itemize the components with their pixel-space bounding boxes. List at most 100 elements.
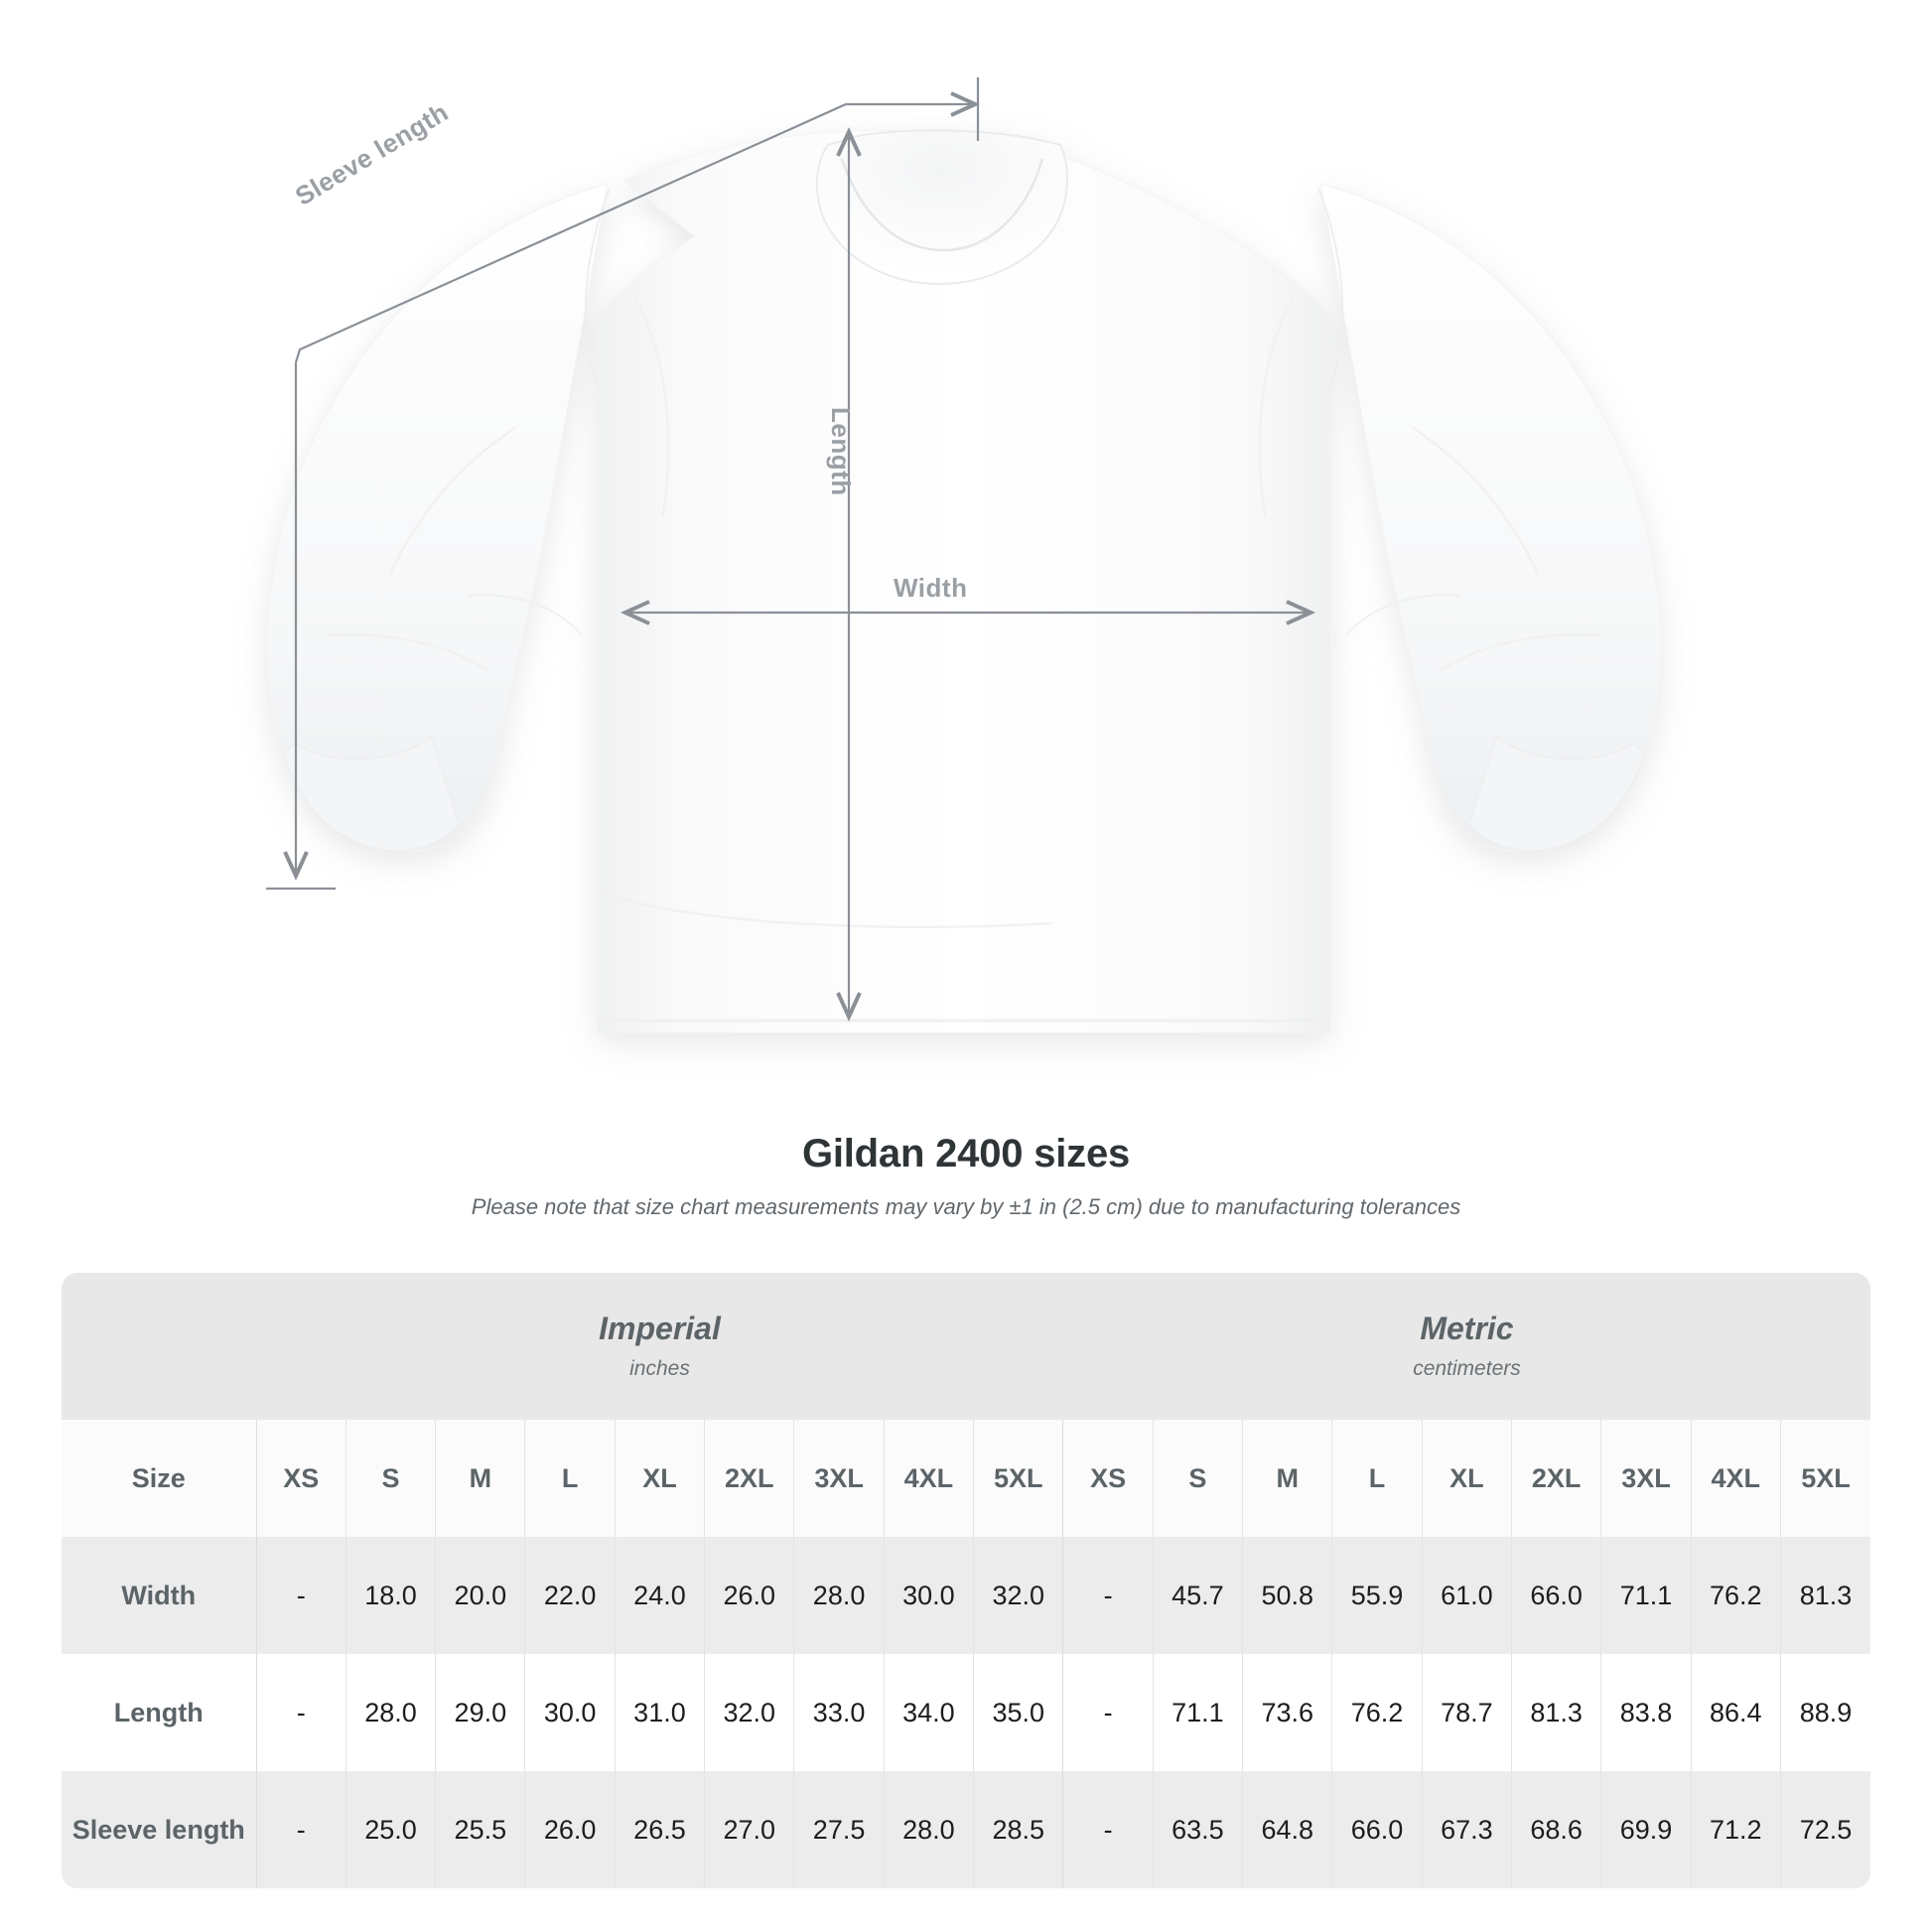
unit-subtitle: centimeters [1413, 1356, 1521, 1380]
garment-shape [266, 129, 1662, 1034]
size-header-metric-m: M [1242, 1420, 1332, 1537]
size-header-row: Size XS S M L XL 2XL 3XL 4XL 5XL XS S M L XL 2XL 3XL 4XL 5… [62, 1420, 1870, 1537]
collar [816, 129, 1068, 286]
cell-length-imperial-xl: 31.0 [614, 1654, 705, 1771]
table-row: Sleeve length -25.0 25.5 26.0 26.5 27.0 27.5 28… [62, 1771, 1870, 1888]
size-header-metric-s: S [1152, 1420, 1243, 1537]
garment-svg [266, 77, 1662, 1034]
cell-width-metric-3xl: 71.1 [1600, 1537, 1692, 1654]
cell-length-metric-m: 73.6 [1242, 1654, 1332, 1771]
cell-length-metric-xs: - [1062, 1654, 1154, 1771]
cell-sleeve-length-metric-5xl: 72.5 [1779, 1771, 1870, 1888]
cell-width-imperial-4xl: 30.0 [883, 1537, 974, 1654]
cell-length-metric-xl: 78.7 [1421, 1654, 1512, 1771]
left-sleeve [266, 183, 609, 853]
collar-inner [840, 158, 1044, 252]
cell-length-imperial-3xl: 33.0 [793, 1654, 885, 1771]
cell-width-imperial-xs: - [255, 1537, 346, 1654]
cell-width-metric-2xl: 66.0 [1511, 1537, 1601, 1654]
cell-length-imperial-5xl: 35.0 [973, 1654, 1063, 1771]
cell-width-metric-xl: 61.0 [1421, 1537, 1512, 1654]
unit-name: Metric [1420, 1311, 1514, 1347]
unit-row-corner [62, 1273, 257, 1420]
cell-sleeve-length-imperial-xs: - [255, 1771, 346, 1888]
cell-sleeve-length-imperial-s: 25.0 [345, 1771, 436, 1888]
size-header-imperial-xs: XS [255, 1420, 346, 1537]
cell-width-metric-xs: - [1062, 1537, 1154, 1654]
page-subtitle: Please note that size chart measurements… [471, 1194, 1461, 1219]
cell-width-metric-s: 45.7 [1152, 1537, 1243, 1654]
size-header-imperial-xl: XL [614, 1420, 705, 1537]
cell-sleeve-length-imperial-5xl: 28.5 [973, 1771, 1063, 1888]
size-header-imperial-l: L [524, 1420, 616, 1537]
unit-subtitle: inches [629, 1356, 690, 1380]
right-cuff [1468, 735, 1645, 852]
cell-width-imperial-l: 22.0 [524, 1537, 616, 1654]
cell-length-metric-s: 71.1 [1152, 1654, 1243, 1771]
size-header-metric-l: L [1331, 1420, 1423, 1537]
unit-header-cell-metric: Metric centimeters [1062, 1273, 1870, 1420]
cell-width-metric-4xl: 76.2 [1690, 1537, 1781, 1654]
cell-sleeve-length-imperial-4xl: 28.0 [883, 1771, 974, 1888]
garment-illustration: Sleeve length Length Width [266, 77, 1662, 1034]
cell-sleeve-length-imperial-l: 26.0 [524, 1771, 616, 1888]
page-title: Gildan 2400 sizes [801, 1132, 1131, 1175]
cell-length-metric-2xl: 81.3 [1511, 1654, 1601, 1771]
unit-name: Imperial [599, 1311, 721, 1347]
dimension-lines [266, 77, 1309, 1015]
cell-sleeve-length-imperial-2xl: 27.0 [704, 1771, 794, 1888]
cell-length-metric-4xl: 86.4 [1690, 1654, 1781, 1771]
row-header-sleeve-length: Sleeve length [62, 1771, 257, 1888]
size-label-cell: Size [62, 1420, 257, 1537]
row-header-width: Width [62, 1537, 257, 1654]
cell-width-metric-m: 50.8 [1242, 1537, 1332, 1654]
size-header-metric-2xl: 2XL [1511, 1420, 1601, 1537]
row-header-length: Length [62, 1654, 257, 1771]
size-header-metric-xs: XS [1062, 1420, 1154, 1537]
cell-sleeve-length-imperial-m: 25.5 [435, 1771, 525, 1888]
cell-sleeve-length-metric-m: 64.8 [1242, 1771, 1332, 1888]
cell-sleeve-length-metric-4xl: 71.2 [1690, 1771, 1781, 1888]
size-header-imperial-m: M [435, 1420, 525, 1537]
cell-sleeve-length-imperial-3xl: 27.5 [793, 1771, 885, 1888]
size-chart-table-wrap: Imperial inches Metric centimeters Size XS S M L… [62, 1273, 1870, 1888]
size-header-imperial-4xl: 4XL [883, 1420, 974, 1537]
cell-sleeve-length-metric-2xl: 68.6 [1511, 1771, 1601, 1888]
cell-sleeve-length-metric-xs: - [1062, 1771, 1154, 1888]
size-header-imperial-3xl: 3XL [793, 1420, 885, 1537]
cell-width-metric-l: 55.9 [1331, 1537, 1423, 1654]
cell-length-imperial-2xl: 32.0 [704, 1654, 794, 1771]
table-row: Length -28.0 29.0 30.0 31.0 32.0 33.0 34.0 35.0-… [62, 1654, 1870, 1771]
cell-width-imperial-5xl: 32.0 [973, 1537, 1063, 1654]
unit-header-row: Imperial inches Metric centimeters [62, 1273, 1870, 1420]
size-header-metric-4xl: 4XL [1690, 1420, 1781, 1537]
cell-length-imperial-s: 28.0 [345, 1654, 436, 1771]
cell-width-imperial-2xl: 26.0 [704, 1537, 794, 1654]
size-header-imperial-2xl: 2XL [704, 1420, 794, 1537]
cell-sleeve-length-metric-3xl: 69.9 [1600, 1771, 1692, 1888]
left-shoulder-seam [584, 188, 611, 388]
cell-length-imperial-l: 30.0 [524, 1654, 616, 1771]
size-chart-table: Imperial inches Metric centimeters Size XS S M L… [62, 1273, 1870, 1888]
size-header-imperial-5xl: 5XL [973, 1420, 1063, 1537]
unit-header-cell-imperial: Imperial inches [256, 1273, 1063, 1420]
cell-width-imperial-s: 18.0 [345, 1537, 436, 1654]
right-sleeve [1319, 183, 1662, 853]
cell-length-metric-5xl: 88.9 [1779, 1654, 1870, 1771]
body [597, 129, 1331, 1034]
size-header-metric-3xl: 3XL [1600, 1420, 1692, 1537]
width-dimension-label: Width [894, 573, 968, 603]
right-shoulder-seam [1317, 188, 1344, 388]
cell-sleeve-length-metric-s: 63.5 [1152, 1771, 1243, 1888]
size-header-imperial-s: S [345, 1420, 436, 1537]
cell-sleeve-length-metric-xl: 67.3 [1421, 1771, 1512, 1888]
cell-width-imperial-3xl: 28.0 [793, 1537, 885, 1654]
cell-width-imperial-m: 20.0 [435, 1537, 525, 1654]
title-block: Gildan 2400 sizes Please note that size … [0, 1132, 1932, 1220]
cell-length-metric-l: 76.2 [1331, 1654, 1423, 1771]
cell-length-metric-3xl: 83.8 [1600, 1654, 1692, 1771]
cell-width-metric-5xl: 81.3 [1779, 1537, 1870, 1654]
size-header-metric-5xl: 5XL [1779, 1420, 1870, 1537]
cell-sleeve-length-imperial-xl: 26.5 [614, 1771, 705, 1888]
cell-length-imperial-xs: - [255, 1654, 346, 1771]
